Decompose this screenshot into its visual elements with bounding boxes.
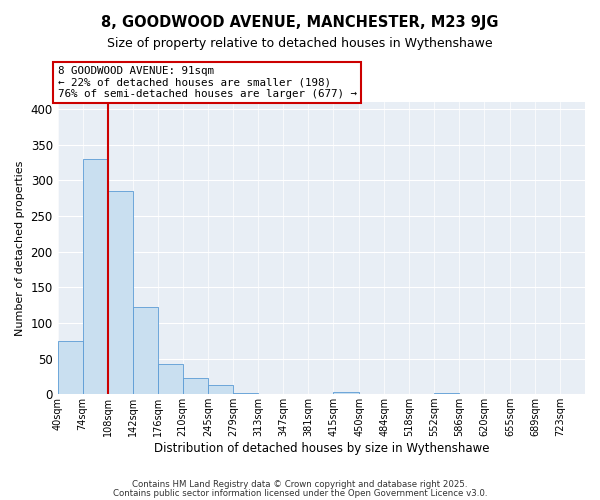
Bar — [58, 340, 83, 394]
Text: 8, GOODWOOD AVENUE, MANCHESTER, M23 9JG: 8, GOODWOOD AVENUE, MANCHESTER, M23 9JG — [101, 15, 499, 30]
Bar — [133, 307, 158, 394]
Text: 8 GOODWOOD AVENUE: 91sqm
← 22% of detached houses are smaller (198)
76% of semi-: 8 GOODWOOD AVENUE: 91sqm ← 22% of detach… — [58, 66, 356, 99]
Text: Contains HM Land Registry data © Crown copyright and database right 2025.: Contains HM Land Registry data © Crown c… — [132, 480, 468, 489]
Text: Size of property relative to detached houses in Wythenshawe: Size of property relative to detached ho… — [107, 38, 493, 51]
Bar — [83, 159, 107, 394]
Y-axis label: Number of detached properties: Number of detached properties — [15, 160, 25, 336]
Bar — [334, 392, 359, 394]
X-axis label: Distribution of detached houses by size in Wythenshawe: Distribution of detached houses by size … — [154, 442, 489, 455]
Bar — [158, 364, 182, 394]
Bar — [182, 378, 208, 394]
Text: Contains public sector information licensed under the Open Government Licence v3: Contains public sector information licen… — [113, 489, 487, 498]
Bar — [233, 392, 259, 394]
Bar — [434, 392, 459, 394]
Bar — [208, 385, 233, 394]
Bar — [107, 191, 133, 394]
